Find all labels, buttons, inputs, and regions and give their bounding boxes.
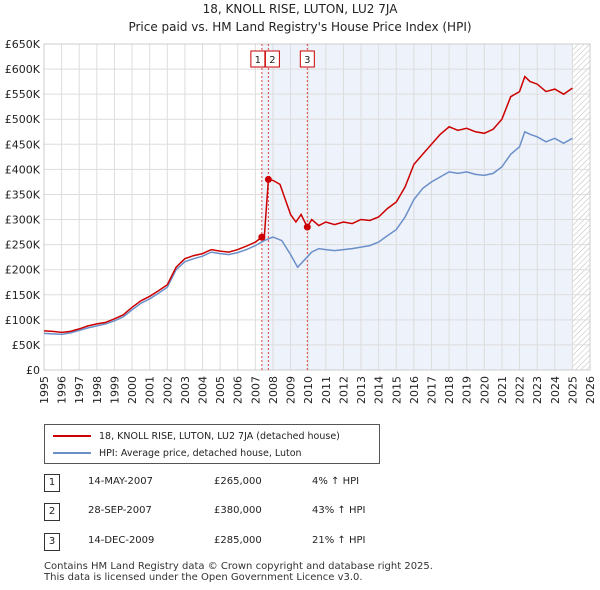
x-tick-label: 2005 xyxy=(214,376,227,404)
footer-line-1: Contains HM Land Registry data © Crown c… xyxy=(44,561,433,572)
x-tick-label: 2014 xyxy=(373,376,386,404)
chart-subtitle: Price paid vs. HM Land Registry's House … xyxy=(128,20,472,34)
transaction-date: 14-MAY-2007 xyxy=(88,476,154,487)
marker-badge xyxy=(250,50,266,68)
y-tick-label: £100K xyxy=(5,314,41,327)
x-tick-label: 2022 xyxy=(514,376,527,404)
y-tick-label: £150K xyxy=(5,289,41,302)
x-tick-label: 2000 xyxy=(126,376,139,404)
x-tick-label: 2015 xyxy=(390,376,403,404)
x-tick-label: 2017 xyxy=(425,376,438,404)
x-tick-label: 2024 xyxy=(549,376,562,404)
marker-label: 3 xyxy=(304,55,310,66)
table-row: 1 14-MAY-2007 £265,000 4% ↑ HPI xyxy=(44,474,464,494)
transaction-badge: 1 xyxy=(44,474,60,492)
y-tick-label: £50K xyxy=(12,339,41,352)
transaction-date: 28-SEP-2007 xyxy=(88,505,152,516)
y-tick-label: £200K xyxy=(5,264,41,277)
x-tick-label: 2025 xyxy=(566,376,579,404)
x-tick-label: 2020 xyxy=(478,376,491,404)
transaction-hpi: 4% ↑ HPI xyxy=(312,476,360,487)
x-tick-label: 2001 xyxy=(144,376,157,404)
x-tick-label: 2010 xyxy=(302,376,315,404)
transaction-price: £285,000 xyxy=(214,535,262,546)
plot-border xyxy=(43,43,591,371)
y-tick-label: £400K xyxy=(5,163,41,176)
x-tick-label: 2006 xyxy=(232,376,245,404)
marker-badge xyxy=(264,50,280,68)
marker-badge xyxy=(299,50,315,68)
x-tick-label: 2019 xyxy=(461,376,474,404)
legend-item-price: 18, KNOLL RISE, LUTON, LU2 7JA (detached… xyxy=(53,429,340,443)
marker-label: 1 xyxy=(255,55,261,66)
x-tick-label: 2012 xyxy=(337,376,350,404)
x-tick-label: 2013 xyxy=(355,376,368,404)
x-tick-label: 2007 xyxy=(249,376,262,404)
x-tick-label: 1995 xyxy=(38,376,51,404)
transaction-price: £265,000 xyxy=(214,476,262,487)
x-tick-label: 1996 xyxy=(56,376,69,404)
table-row: 3 14-DEC-2009 £285,000 21% ↑ HPI xyxy=(44,533,464,553)
sale-point xyxy=(303,223,311,231)
transaction-hpi: 43% ↑ HPI xyxy=(312,505,366,516)
sale-point xyxy=(264,175,272,183)
y-tick-label: £350K xyxy=(5,188,41,201)
x-tick-label: 2002 xyxy=(161,376,174,404)
series-line-hpi xyxy=(43,130,573,336)
footer-line-2: This data is licensed under the Open Gov… xyxy=(44,572,363,583)
x-tick-label: 2023 xyxy=(531,376,544,404)
legend-item-hpi: HPI: Average price, detached house, Luto… xyxy=(53,446,302,460)
transaction-price: £380,000 xyxy=(214,505,262,516)
x-tick-label: 1997 xyxy=(73,376,86,404)
y-tick-label: £300K xyxy=(5,214,41,227)
transaction-hpi: 21% ↑ HPI xyxy=(312,535,366,546)
x-tick-label: 2004 xyxy=(197,376,210,404)
table-row: 2 28-SEP-2007 £380,000 43% ↑ HPI xyxy=(44,503,464,523)
sale-point xyxy=(258,233,266,241)
y-tick-label: £550K xyxy=(5,88,41,101)
footer: Contains HM Land Registry data © Crown c… xyxy=(44,561,433,583)
chart-title: 18, KNOLL RISE, LUTON, LU2 7JA xyxy=(202,2,398,16)
series-line-price xyxy=(43,75,573,334)
y-tick-label: £500K xyxy=(5,113,41,126)
y-tick-label: £0 xyxy=(26,364,40,377)
marker-label: 2 xyxy=(269,55,275,66)
legend-label-price: 18, KNOLL RISE, LUTON, LU2 7JA (detached… xyxy=(99,430,340,442)
y-tick-label: £600K xyxy=(5,63,41,76)
transaction-badge: 2 xyxy=(44,503,60,521)
shaded-region xyxy=(261,44,309,370)
y-tick-label: £450K xyxy=(5,138,41,151)
x-tick-label: 2016 xyxy=(408,376,421,404)
x-tick-label: 2021 xyxy=(496,376,509,404)
legend: 18, KNOLL RISE, LUTON, LU2 7JA (detached… xyxy=(44,424,380,464)
legend-swatch-price xyxy=(53,435,91,437)
legend-label-hpi: HPI: Average price, detached house, Luto… xyxy=(99,447,302,459)
transaction-date: 14-DEC-2009 xyxy=(88,535,155,546)
x-tick-label: 2026 xyxy=(584,376,597,404)
x-tick-label: 2003 xyxy=(179,376,192,404)
transaction-badge: 3 xyxy=(44,533,60,551)
price-chart: £0 £50K £100K £150K £200K £250K £300K £350K £400… xyxy=(5,38,597,404)
legend-swatch-hpi xyxy=(53,452,91,454)
x-tick-label: 2008 xyxy=(267,376,280,404)
y-tick-label: £650K xyxy=(5,38,41,51)
shaded-region xyxy=(308,44,573,370)
x-tick-label: 2011 xyxy=(320,376,333,404)
x-tick-label: 1999 xyxy=(108,376,121,404)
x-tick-label: 2018 xyxy=(443,376,456,404)
hatched-region xyxy=(572,44,590,370)
y-tick-label: £250K xyxy=(5,239,41,252)
x-tick-label: 1998 xyxy=(91,376,104,404)
x-tick-label: 2009 xyxy=(285,376,298,404)
